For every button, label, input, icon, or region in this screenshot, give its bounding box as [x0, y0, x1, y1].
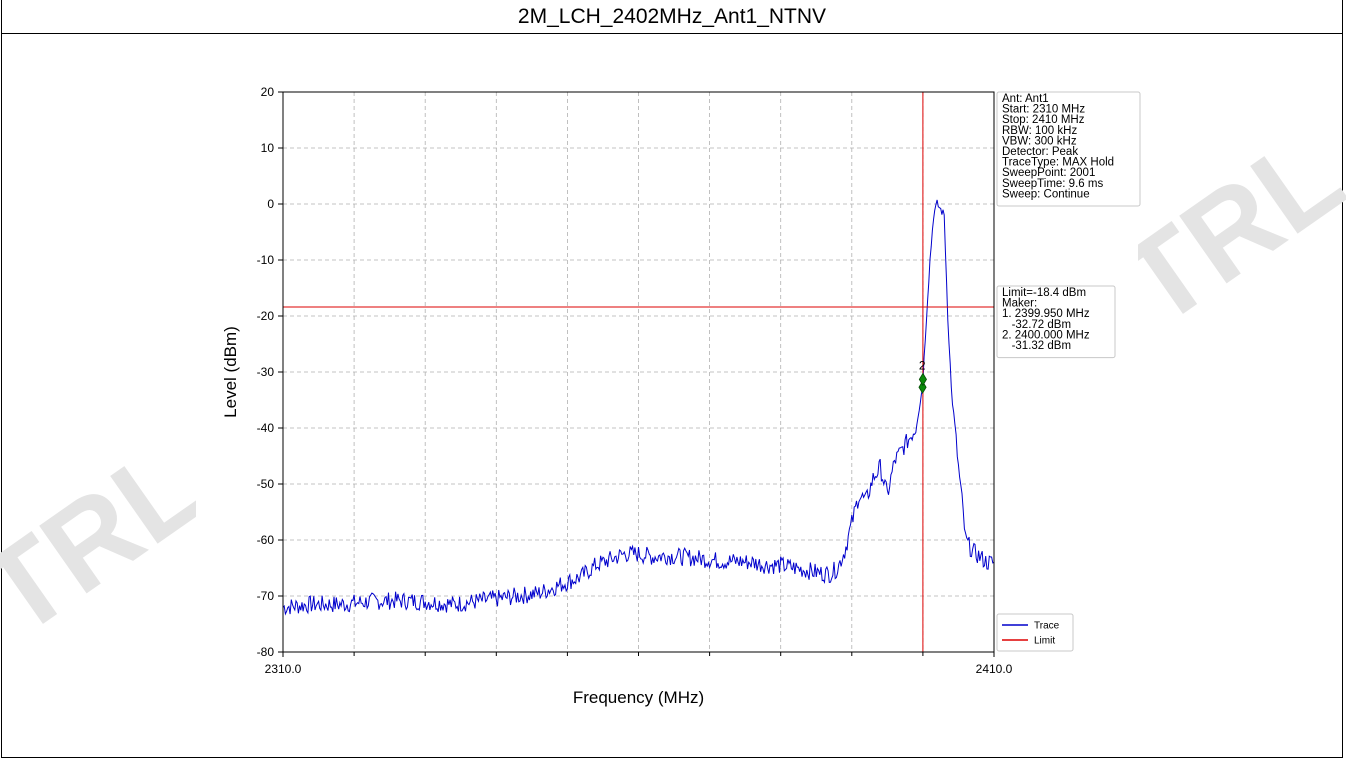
axes-layer: 20 10 0 -10 -20 -30 -40 -50 -60 -70 -80 2310.0 2410.…: [221, 85, 1013, 707]
x-tick-label-start: 2310.0: [265, 662, 302, 676]
legend-frame: [996, 613, 1074, 652]
y-tick-label: 20: [261, 85, 275, 99]
limit-box-line: Limit=-18.4 dBm: [1002, 287, 1086, 299]
limit-box-line: -31.32 dBm: [1002, 340, 1071, 352]
y-axis-label: Level (dBm): [221, 326, 240, 418]
plot-background: [196, 70, 1138, 750]
y-tick-label: -40: [257, 421, 275, 435]
legend-label-limit: Limit: [1034, 636, 1055, 647]
info-box-line: Detector: Peak: [1002, 146, 1078, 158]
limit-box-line: Maker:: [1002, 298, 1037, 310]
y-tick-label: -70: [257, 589, 275, 603]
y-tick-label: 10: [261, 141, 275, 155]
info-box-line: SweepTime: 9.6 ms: [1002, 178, 1103, 190]
info-box-line: SweepPoint: 2001: [1002, 167, 1095, 179]
y-tick-label: -20: [257, 309, 275, 323]
y-tick-label: -50: [257, 477, 275, 491]
page-title: 2M_LCH_2402MHz_Ant1_NTNV: [2, 0, 1342, 34]
y-tick-label: -10: [257, 253, 275, 267]
info-box-frame: [996, 91, 1141, 207]
info-box-line: Stop: 2410 MHz: [1002, 114, 1085, 126]
y-tick-label: -80: [257, 645, 275, 659]
x-axis-label: Frequency (MHz): [573, 688, 704, 707]
plot-layer: 2: [282, 92, 995, 652]
watermark-text-left: TRL: [0, 418, 226, 662]
info-box-line: Ant: Ant1: [1002, 93, 1049, 105]
limit-box-line: 1. 2399.950 MHz: [1002, 308, 1090, 320]
info-box-line: Start: 2310 MHz: [1002, 104, 1085, 116]
limit-box-frame: [996, 285, 1116, 359]
y-tick-label: 0: [267, 197, 274, 211]
info-box-line: VBW: 300 kHz: [1002, 135, 1077, 147]
x-tick-label-end: 2410.0: [976, 662, 1013, 676]
y-tick-label: -60: [257, 533, 275, 547]
info-box-line: TraceType: MAX Hold: [1002, 157, 1114, 169]
legend-label-trace: Trace: [1034, 621, 1060, 632]
trace-series-line: [282, 199, 995, 616]
limit-box-line: 2. 2400.000 MHz: [1002, 329, 1090, 341]
limit-box-line: -32.72 dBm: [1002, 319, 1071, 331]
marker-2-diamond: [918, 372, 927, 387]
info-box-line: Sweep: Continue: [1002, 188, 1090, 200]
legend: Trace Limit: [996, 613, 1074, 652]
info-box-line: RBW: 100 kHz: [1002, 125, 1077, 137]
y-tick-label: -30: [257, 365, 275, 379]
marker-1-diamond: [918, 380, 927, 395]
marker-2-label: 2: [919, 358, 926, 372]
